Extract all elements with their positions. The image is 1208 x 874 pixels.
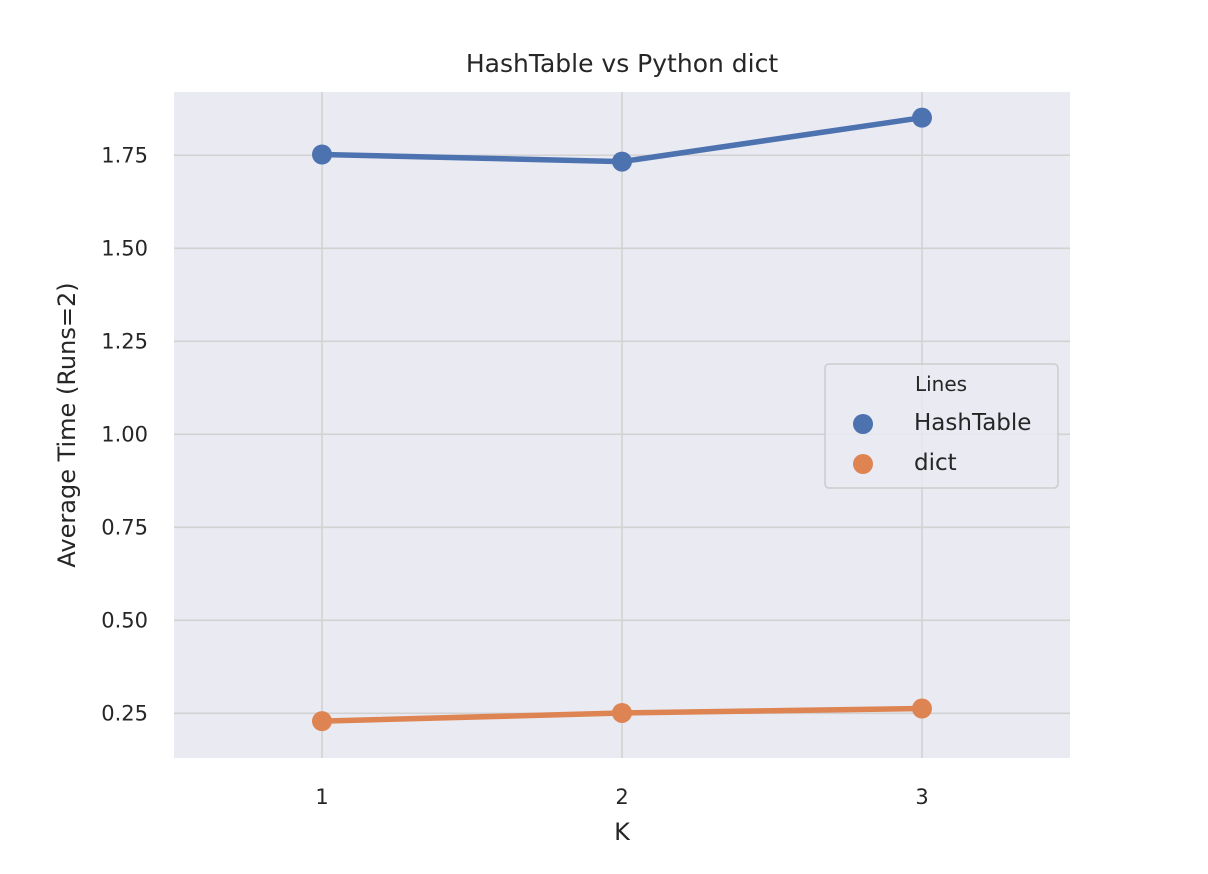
legend: Lines HashTable dict (824, 363, 1059, 489)
data-point-dict (912, 698, 932, 719)
legend-label-hashtable: HashTable (914, 410, 1031, 436)
y-tick-label: 1.75 (101, 143, 148, 167)
data-point-dict (612, 702, 632, 723)
y-tick-labels: 0.25 0.50 0.75 1.00 1.25 1.50 1.75 (101, 143, 148, 725)
x-tick-label: 2 (615, 785, 628, 809)
y-tick-label: 0.25 (101, 701, 148, 725)
legend-frame (824, 363, 1059, 489)
x-tick-labels: 1 2 3 (315, 785, 928, 809)
chart-title: HashTable vs Python dict (466, 49, 779, 78)
y-tick-label: 0.50 (101, 608, 148, 632)
y-tick-label: 1.25 (101, 329, 148, 353)
legend-marker-dict (853, 454, 873, 474)
legend-title: Lines (915, 372, 967, 396)
y-tick-label: 0.75 (101, 515, 148, 539)
data-point-hashtable (612, 151, 632, 172)
y-tick-label: 1.50 (101, 236, 148, 260)
legend-label-dict: dict (914, 450, 957, 476)
y-tick-label: 1.00 (101, 422, 148, 446)
data-point-hashtable (912, 107, 932, 128)
x-tick-label: 1 (315, 785, 328, 809)
data-point-hashtable (312, 144, 332, 165)
legend-marker-hashtable (853, 414, 873, 434)
data-point-dict (312, 711, 332, 732)
x-tick-label: 3 (915, 785, 928, 809)
series-layer (312, 107, 932, 732)
y-axis-label: Average Time (Runs=2) (53, 282, 81, 567)
x-axis-label: K (614, 818, 631, 846)
